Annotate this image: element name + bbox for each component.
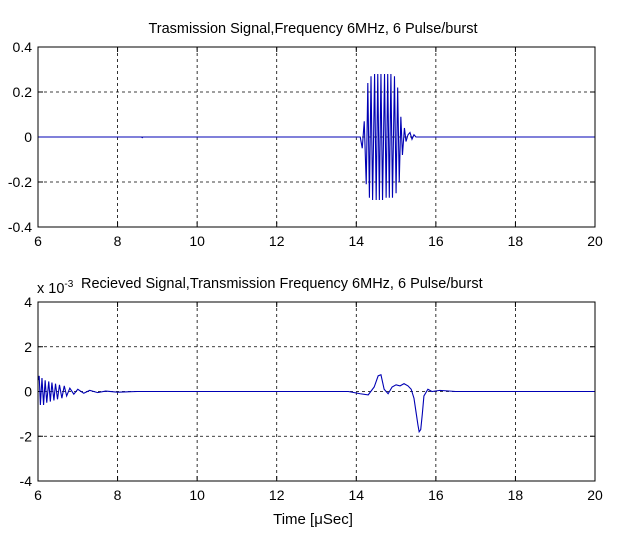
received-title: Recieved Signal,Transmission Frequency 6…	[81, 276, 483, 292]
received-axes-frame	[37, 301, 596, 482]
received-scale-base: x 10	[37, 281, 64, 297]
received-scale-exponent: -3	[64, 279, 73, 290]
transmission-ytick-label: 0	[24, 129, 32, 145]
transmission-xtick-label: 12	[269, 233, 285, 249]
transmission-ytick-label: -0.4	[8, 219, 32, 235]
received-scale-label: x 10-3	[37, 279, 74, 297]
transmission-ytick-label: 0.4	[13, 39, 33, 55]
transmission-ytick-label: 0.2	[13, 84, 33, 100]
transmission-ticks: 6 8 10 12 14 16 18 20 0.4 0.2 0 -0.2 -0.4	[8, 39, 603, 249]
received-xtick-label: 16	[428, 487, 444, 503]
received-xtick-label: 14	[348, 487, 364, 503]
received-ytick-label: -2	[20, 428, 33, 444]
transmission-signal-line	[38, 73, 595, 201]
received-xtick-label: 10	[189, 487, 205, 503]
received-ytick-label: -4	[20, 473, 33, 489]
received-ytick-label: 0	[24, 384, 32, 400]
transmission-xtick-label: 20	[587, 233, 603, 249]
received-ytick-label: 2	[24, 339, 32, 355]
transmission-plot: Trasmission Signal,Frequency 6MHz, 6 Pul…	[8, 21, 603, 249]
received-xtick-label: 20	[587, 487, 603, 503]
transmission-xtick-label: 6	[34, 233, 42, 249]
transmission-title: Trasmission Signal,Frequency 6MHz, 6 Pul…	[148, 21, 477, 37]
received-xtick-label: 8	[114, 487, 122, 503]
received-signal-line	[37, 373, 595, 434]
transmission-xtick-label: 10	[189, 233, 205, 249]
transmission-xtick-label: 16	[428, 233, 444, 249]
received-xtick-label: 12	[269, 487, 285, 503]
transmission-ytick-label: -0.2	[8, 174, 32, 190]
received-ytick-label: 4	[24, 294, 32, 310]
transmission-xtick-label: 8	[114, 233, 122, 249]
x-axis-label: Time [μSec]	[273, 511, 353, 528]
transmission-axes-frame	[37, 46, 596, 228]
received-plot: x 10-3 Recieved Signal,Transmission Freq…	[20, 276, 603, 528]
received-xtick-label: 6	[34, 487, 42, 503]
transmission-xtick-label: 14	[348, 233, 364, 249]
transmission-xtick-label: 18	[508, 233, 524, 249]
received-xtick-label: 18	[508, 487, 524, 503]
